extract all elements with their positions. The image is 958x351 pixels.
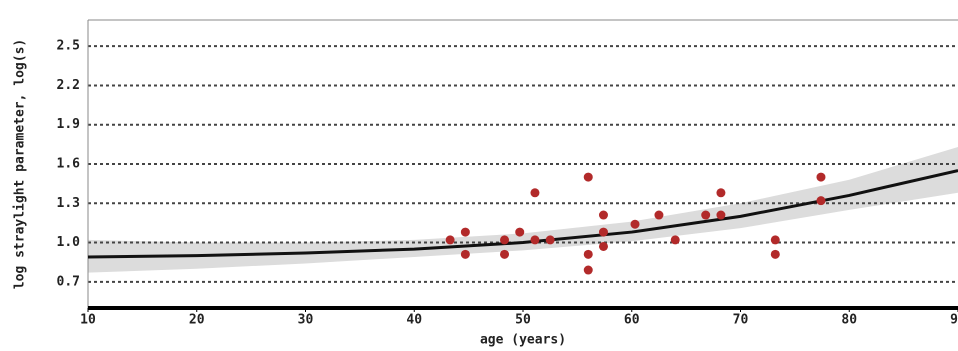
data-point <box>583 265 593 275</box>
data-point <box>598 241 608 251</box>
x-tick-label: 10 <box>80 313 96 328</box>
data-point <box>701 210 711 220</box>
y-tick-label: 2.2 <box>57 78 80 93</box>
y-tick-label: 0.7 <box>57 274 80 289</box>
data-point <box>816 196 826 206</box>
data-point <box>770 235 780 245</box>
data-point <box>654 210 664 220</box>
data-point <box>530 188 540 198</box>
x-tick-label: 20 <box>189 313 205 328</box>
data-point <box>445 235 455 245</box>
x-tick-label: 90 <box>950 313 958 328</box>
y-tick-label: 1.3 <box>57 196 80 211</box>
data-point <box>598 227 608 237</box>
data-point <box>716 188 726 198</box>
confidence-band <box>88 146 958 273</box>
data-point <box>530 235 540 245</box>
data-point <box>515 227 525 237</box>
data-point <box>670 235 680 245</box>
y-tick-label: 1.9 <box>57 117 80 132</box>
y-tick-label: 1.6 <box>57 157 81 172</box>
data-point <box>545 235 555 245</box>
data-point <box>716 210 726 220</box>
data-point <box>460 227 470 237</box>
y-axis-label: log straylight parameter, log(s) <box>13 39 28 289</box>
x-tick-label: 30 <box>298 313 314 328</box>
x-tick-label: 70 <box>733 313 749 328</box>
data-point <box>583 249 593 259</box>
data-point <box>816 172 826 182</box>
data-point <box>598 210 608 220</box>
x-tick-label: 80 <box>841 313 857 328</box>
data-point <box>460 249 470 259</box>
data-point <box>770 249 780 259</box>
data-point <box>630 219 640 229</box>
x-tick-label: 40 <box>406 313 422 328</box>
y-tick-label: 1.0 <box>57 235 81 250</box>
x-tick-label: 50 <box>515 313 531 328</box>
x-axis-label: age (years) <box>480 333 566 348</box>
data-point <box>500 249 510 259</box>
fit-line <box>87 169 958 259</box>
y-tick-label: 2.5 <box>57 39 80 54</box>
data-point <box>583 172 593 182</box>
x-tick-label: 60 <box>624 313 640 328</box>
data-point <box>500 235 510 245</box>
